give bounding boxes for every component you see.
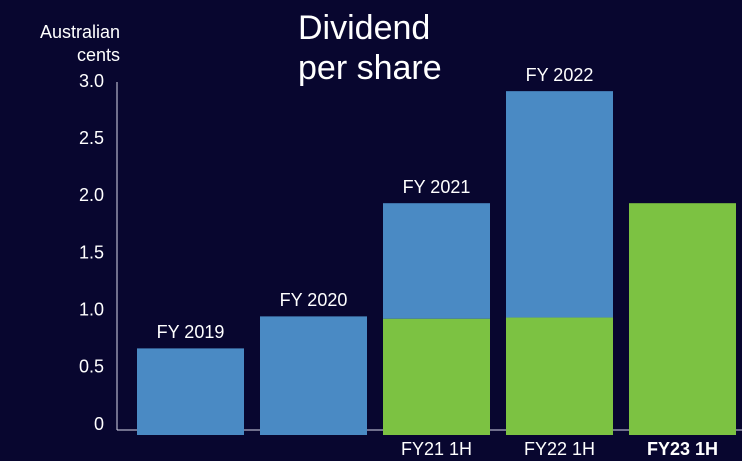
y-tick-label: 1.5 [79,242,104,262]
y-axis-label: cents [77,45,120,65]
x-tick-label: FY23 1H [647,439,718,459]
y-tick-label: 1.0 [79,299,104,319]
chart-title: per share [298,49,442,87]
bar-segment [260,316,367,435]
y-tick-label: 2.0 [79,185,104,205]
bar-label: FY 2019 [157,322,225,342]
x-tick-label: FY22 1H [524,439,595,459]
bar-segment [506,91,613,318]
y-tick-label: 0.5 [79,357,104,377]
bar-label: FY 2022 [526,65,594,85]
bar-segment [506,317,613,435]
bar-segment [629,203,736,435]
y-tick-label: 3.0 [79,71,104,91]
x-tick-label: FY21 1H [401,439,472,459]
y-tick-label: 0 [94,414,104,434]
y-axis-label: Australian [40,22,120,42]
bar-label: FY 2020 [280,290,348,310]
bar-label: FY 2021 [403,177,471,197]
bar-segment [137,348,244,435]
bar-segment [383,203,490,319]
bar-segment [383,318,490,435]
y-tick-label: 2.5 [79,128,104,148]
chart-title: Dividend [298,9,430,47]
